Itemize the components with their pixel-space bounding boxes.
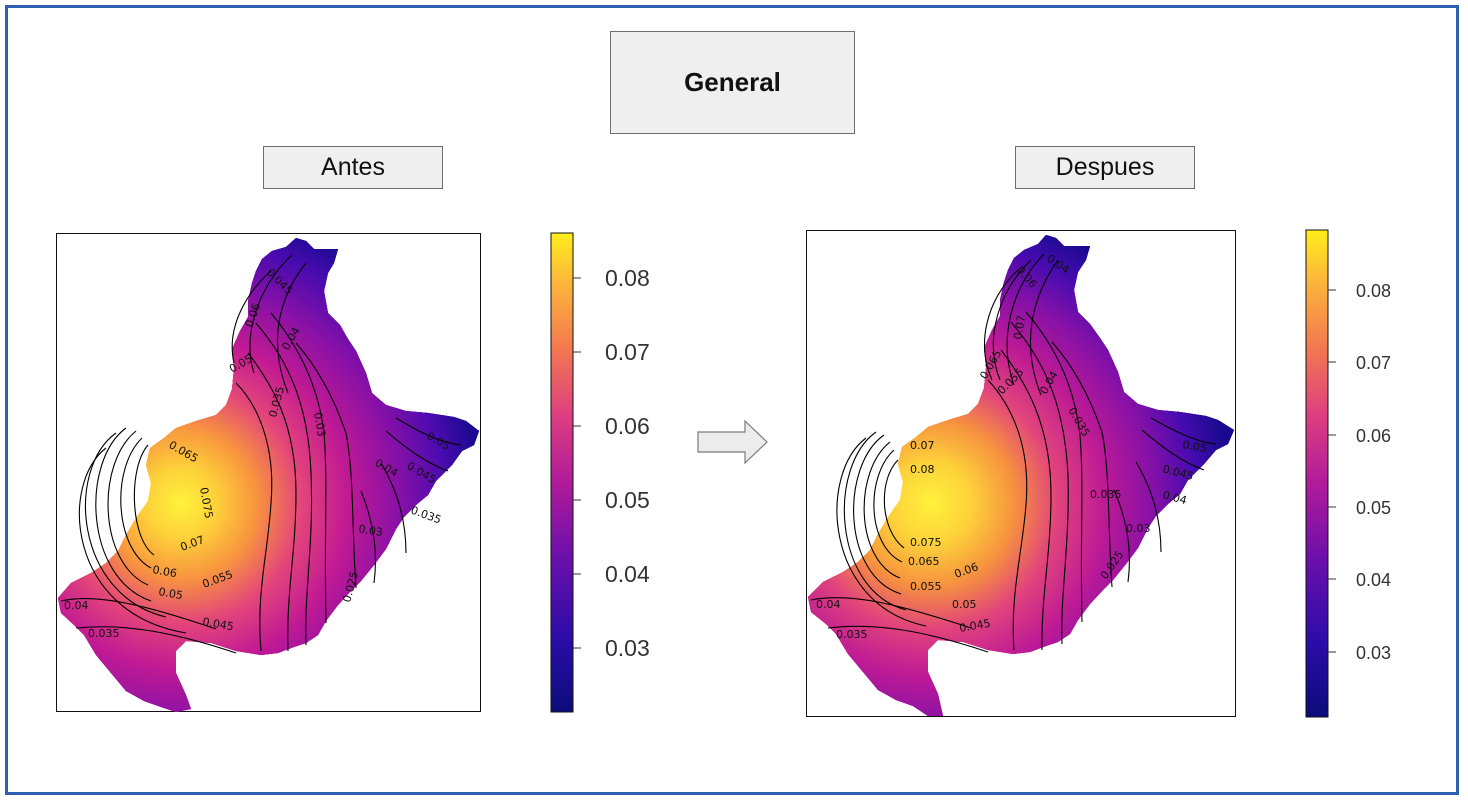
right-arrow-icon xyxy=(697,419,768,465)
contour-label: 0.035 xyxy=(836,628,868,641)
contour-label: 0.04 xyxy=(64,599,89,612)
contour-label: 0.035 xyxy=(88,627,120,640)
region-shape-despues xyxy=(808,235,1234,716)
contour-label: 0.035 xyxy=(1090,488,1122,501)
colorbar-tick-label: 0.07 xyxy=(1356,353,1391,373)
contour-label: 0.03 xyxy=(357,522,383,539)
main-title: General xyxy=(610,31,855,134)
colorbar-tick-label: 0.03 xyxy=(1356,643,1391,663)
contour-label: 0.08 xyxy=(910,463,935,476)
colorbar-tick-label: 0.08 xyxy=(605,265,650,291)
colorbar-tick-label: 0.03 xyxy=(605,635,650,661)
contour-label: 0.07 xyxy=(910,439,935,452)
panel-label-despues: Despues xyxy=(1015,146,1195,189)
contour-label: 0.075 xyxy=(910,536,942,549)
contour-label: 0.03 xyxy=(311,411,328,437)
contour-label: 0.045 xyxy=(958,617,991,635)
colorbar-tick-label: 0.06 xyxy=(605,413,650,439)
colorbar-despues: 0.08 0.07 0.06 0.05 0.04 0.03 xyxy=(1305,229,1391,718)
contour-label: 0.045 xyxy=(201,615,234,633)
panel-label-antes: Antes xyxy=(263,146,443,189)
map-panel-despues: 0.06 0.04 0.07 0.065 0.055 0.04 0.035 0.… xyxy=(806,230,1236,717)
contour-label: 0.055 xyxy=(910,580,942,593)
contour-label: 0.04 xyxy=(1161,488,1188,507)
colorbar-tick-label: 0.08 xyxy=(1356,281,1391,301)
colorbar-tick-label: 0.07 xyxy=(605,339,650,365)
colorbar-tick-label: 0.04 xyxy=(605,561,650,587)
colorbar-tick-label: 0.06 xyxy=(1356,426,1391,446)
contour-label: 0.05 xyxy=(157,585,183,602)
colorbar-tick-label: 0.05 xyxy=(1356,498,1391,518)
map-panel-antes: 0.045 0.06 0.05 0.04 0.035 0.03 0.065 0.… xyxy=(56,233,481,712)
contour-label: 0.03 xyxy=(1126,522,1151,535)
contour-label: 0.065 xyxy=(908,555,940,568)
contour-lines-despues xyxy=(810,253,1217,653)
contour-label: 0.05 xyxy=(1181,438,1207,455)
contour-label: 0.05 xyxy=(952,598,977,611)
colorbar-tick-label: 0.05 xyxy=(605,487,650,513)
contour-label: 0.06 xyxy=(151,563,177,580)
contour-label: 0.07 xyxy=(1011,314,1028,340)
contour-lines-antes xyxy=(60,254,462,654)
colorbar-antes: 0.08 0.07 0.06 0.05 0.04 0.03 xyxy=(550,232,650,713)
contour-label: 0.075 xyxy=(197,486,215,519)
contour-label: 0.04 xyxy=(816,598,841,611)
region-shape-antes xyxy=(58,238,479,712)
colorbar-tick-label: 0.04 xyxy=(1356,570,1391,590)
